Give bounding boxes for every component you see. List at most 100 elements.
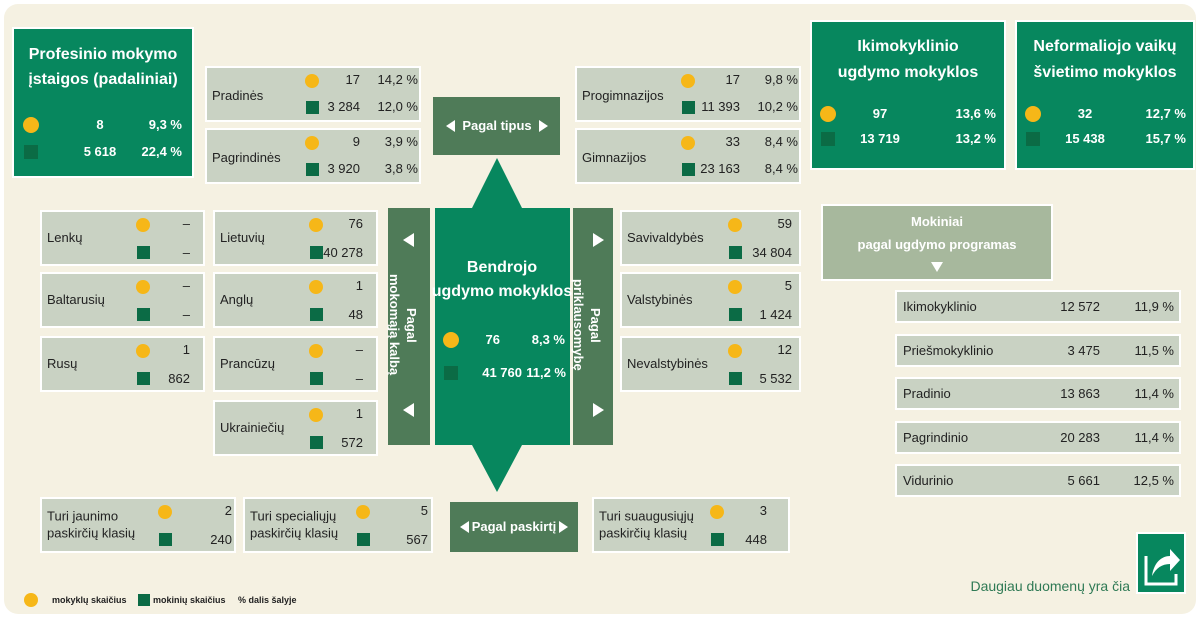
student-count: 5 532 xyxy=(759,371,792,386)
student-icon xyxy=(1026,132,1040,146)
school-count: 76 xyxy=(485,332,500,347)
student-count: 240 xyxy=(210,532,232,547)
item-name: Nevalstybinės xyxy=(627,356,708,371)
box xyxy=(40,272,205,328)
program-name: Priešmokyklinio xyxy=(903,342,994,358)
box xyxy=(243,497,433,553)
school-count: 1 xyxy=(182,342,190,357)
type-label: Pagal tipus xyxy=(462,118,532,133)
item-name: Prancūzų xyxy=(220,356,275,371)
program-name: Ikimokyklinio xyxy=(903,299,977,314)
student-count: 567 xyxy=(406,532,428,547)
school-count: 17 xyxy=(725,72,740,87)
student-icon xyxy=(309,371,323,385)
student-count: 3 284 xyxy=(327,99,360,114)
student-icon xyxy=(728,371,742,385)
student-count: – xyxy=(182,245,190,260)
school-share: 12,7 % xyxy=(1145,106,1186,121)
student-icon xyxy=(24,145,38,159)
language-label-box xyxy=(388,208,430,445)
box xyxy=(213,210,378,266)
school-count: 8 xyxy=(96,117,104,132)
box xyxy=(895,464,1181,497)
student-count: 34 804 xyxy=(752,245,792,260)
more-link[interactable]: Daugiau duomenų yra čia xyxy=(970,578,1130,594)
item-name: paskirčių klasių xyxy=(599,525,688,541)
center-shape xyxy=(435,158,570,492)
item-name: paskirčių klasių xyxy=(47,525,136,541)
more-link-icon[interactable] xyxy=(1136,532,1186,594)
school-count: 59 xyxy=(777,216,792,231)
school-icon xyxy=(309,280,323,294)
student-icon xyxy=(728,245,742,259)
student-share: 15,7 % xyxy=(1145,131,1186,146)
student-share: 3,8 % xyxy=(384,161,418,176)
school-icon xyxy=(1025,106,1041,122)
student-count: 5 618 xyxy=(83,144,117,159)
student-icon xyxy=(681,100,695,114)
school-icon xyxy=(681,74,695,88)
arrow xyxy=(446,120,455,132)
side-label: priklausomybę xyxy=(571,279,586,371)
programs-title: pagal ugdymo programas xyxy=(857,237,1017,252)
program-students: 13 863 xyxy=(1060,386,1100,401)
box xyxy=(592,497,790,553)
item-name: Anglų xyxy=(220,292,254,307)
item-name: Rusų xyxy=(47,356,78,371)
arrow xyxy=(403,403,414,417)
box-title: Neformaliojo vaikų xyxy=(1033,38,1177,55)
box xyxy=(895,290,1181,323)
program-students: 20 283 xyxy=(1060,429,1100,445)
school-count: 2 xyxy=(224,503,232,518)
student-icon xyxy=(136,307,150,321)
center-title: ugdymo mokyklos xyxy=(431,283,573,300)
program-name: Pagrindinio xyxy=(903,429,969,445)
side-label: Pagal xyxy=(404,307,419,343)
school-icon xyxy=(820,106,836,122)
school-count: 3 xyxy=(759,503,767,518)
school-icon xyxy=(309,218,323,232)
program-share: 11,4 % xyxy=(1134,429,1174,445)
school-count: 33 xyxy=(725,134,740,149)
box xyxy=(213,400,378,456)
box-title: Ikimokyklinio xyxy=(857,38,959,55)
school-icon xyxy=(24,593,38,607)
box xyxy=(895,420,1181,454)
student-icon xyxy=(138,594,150,606)
student-count: 448 xyxy=(745,532,767,547)
school-icon xyxy=(309,408,323,422)
item-name: Gimnazijos xyxy=(582,150,647,165)
box xyxy=(895,333,1181,367)
student-icon xyxy=(710,532,724,546)
student-count: 41 760 xyxy=(482,365,522,380)
school-icon xyxy=(728,344,742,358)
item-name: paskirčių klasių xyxy=(250,525,339,541)
school-count: – xyxy=(182,216,190,231)
student-count: 40 278 xyxy=(323,245,363,260)
school-count: 1 xyxy=(355,406,363,421)
arrow xyxy=(593,403,604,417)
student-share: 10,2 % xyxy=(757,99,798,114)
center-title: Bendrojo xyxy=(466,259,538,276)
student-icon xyxy=(158,532,172,546)
item-name: Lenkų xyxy=(47,230,83,245)
student-count: 15 438 xyxy=(1065,131,1105,146)
student-icon xyxy=(681,162,695,176)
student-count: 13 719 xyxy=(860,131,900,146)
student-count: – xyxy=(355,371,363,386)
box xyxy=(620,336,801,392)
item-name: Baltarusių xyxy=(47,292,105,307)
school-icon xyxy=(728,218,742,232)
arrow xyxy=(559,521,568,533)
program-students: 3 475 xyxy=(1067,342,1100,358)
school-count: 1 xyxy=(355,278,363,293)
side-label: Pagal xyxy=(588,307,603,343)
school-icon xyxy=(681,136,695,150)
item-name: Lietuvių xyxy=(220,230,265,245)
student-icon xyxy=(356,532,370,546)
school-share: 9,3 % xyxy=(148,117,182,132)
school-share: 8,3 % xyxy=(531,332,565,347)
school-share: 3,9 % xyxy=(384,134,418,149)
